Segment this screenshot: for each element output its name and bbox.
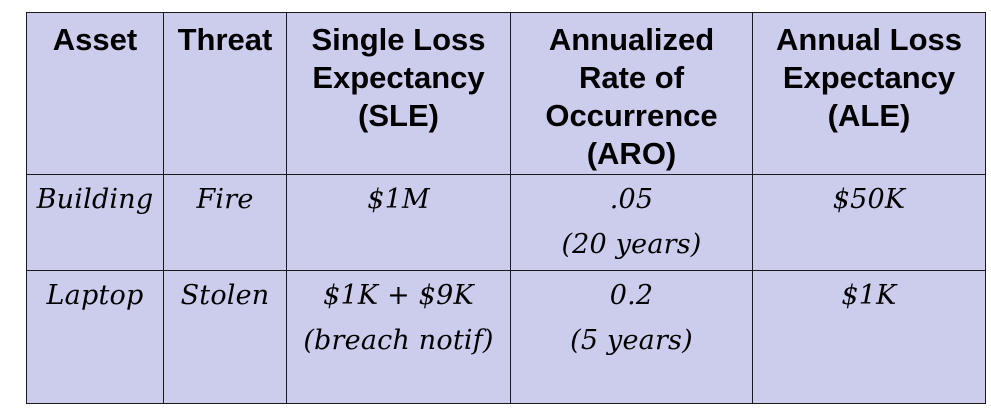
cell-threat-text: Fire (196, 184, 254, 215)
header-sle: Single Loss Expectancy (SLE) (286, 12, 511, 175)
cell-asset-text: Building (36, 184, 154, 215)
header-asset: Asset (26, 12, 164, 175)
cell-aro-line-1: .05 (609, 184, 654, 215)
header-threat: Threat (163, 12, 287, 175)
cell-sle: $1M (286, 174, 511, 271)
cell-aro: .05 (20 years) (510, 174, 753, 271)
cell-ale-text: $50K (832, 184, 906, 215)
header-sle-line-3: (SLE) (358, 98, 439, 133)
header-row: Asset Threat Single Loss Expectancy (SLE… (26, 12, 986, 175)
cell-sle-line-1: $1K + $9K (323, 280, 474, 311)
header-ale-line-1: Annual Loss (775, 22, 962, 57)
cell-threat: Stolen (163, 270, 287, 404)
cell-ale-text: $1K (841, 280, 897, 311)
header-asset-line: Asset (52, 22, 138, 57)
risk-analysis-table: Asset Threat Single Loss Expectancy (SLE… (26, 12, 986, 404)
header-threat-line: Threat (177, 22, 273, 57)
header-ale: Annual Loss Expectancy (ALE) (752, 12, 986, 175)
cell-ale: $50K (752, 174, 986, 271)
cell-asset: Building (26, 174, 164, 271)
header-sle-line-1: Single Loss (311, 22, 486, 57)
cell-ale: $1K (752, 270, 986, 404)
table-row: Building Fire $1M .05 (20 years) $50K (26, 174, 986, 271)
header-aro-line-4: (ARO) (586, 136, 677, 171)
cell-sle: $1K + $9K (breach notif) (286, 270, 511, 404)
cell-sle-line-2: (breach notif) (303, 325, 494, 356)
cell-sle-line-1: $1M (367, 184, 430, 215)
cell-asset: Laptop (26, 270, 164, 404)
header-aro: Annualized Rate of Occurrence (ARO) (510, 12, 753, 175)
header-sle-line-2: Expectancy (312, 60, 485, 95)
header-aro-line-1: Annualized (548, 22, 715, 57)
cell-asset-text: Laptop (46, 280, 144, 311)
cell-aro-line-2: (20 years) (561, 229, 702, 260)
header-aro-line-3: Occurrence (545, 98, 718, 133)
cell-aro-line-2: (5 years) (570, 325, 693, 356)
cell-threat: Fire (163, 174, 287, 271)
cell-aro-line-1: 0.2 (609, 280, 654, 311)
cell-aro: 0.2 (5 years) (510, 270, 753, 404)
header-ale-line-2: Expectancy (782, 60, 956, 95)
header-ale-line-3: (ALE) (827, 98, 911, 133)
cell-threat-text: Stolen (180, 280, 270, 311)
table-row: Laptop Stolen $1K + $9K (breach notif) 0… (26, 270, 986, 404)
header-aro-line-2: Rate of (578, 60, 685, 95)
